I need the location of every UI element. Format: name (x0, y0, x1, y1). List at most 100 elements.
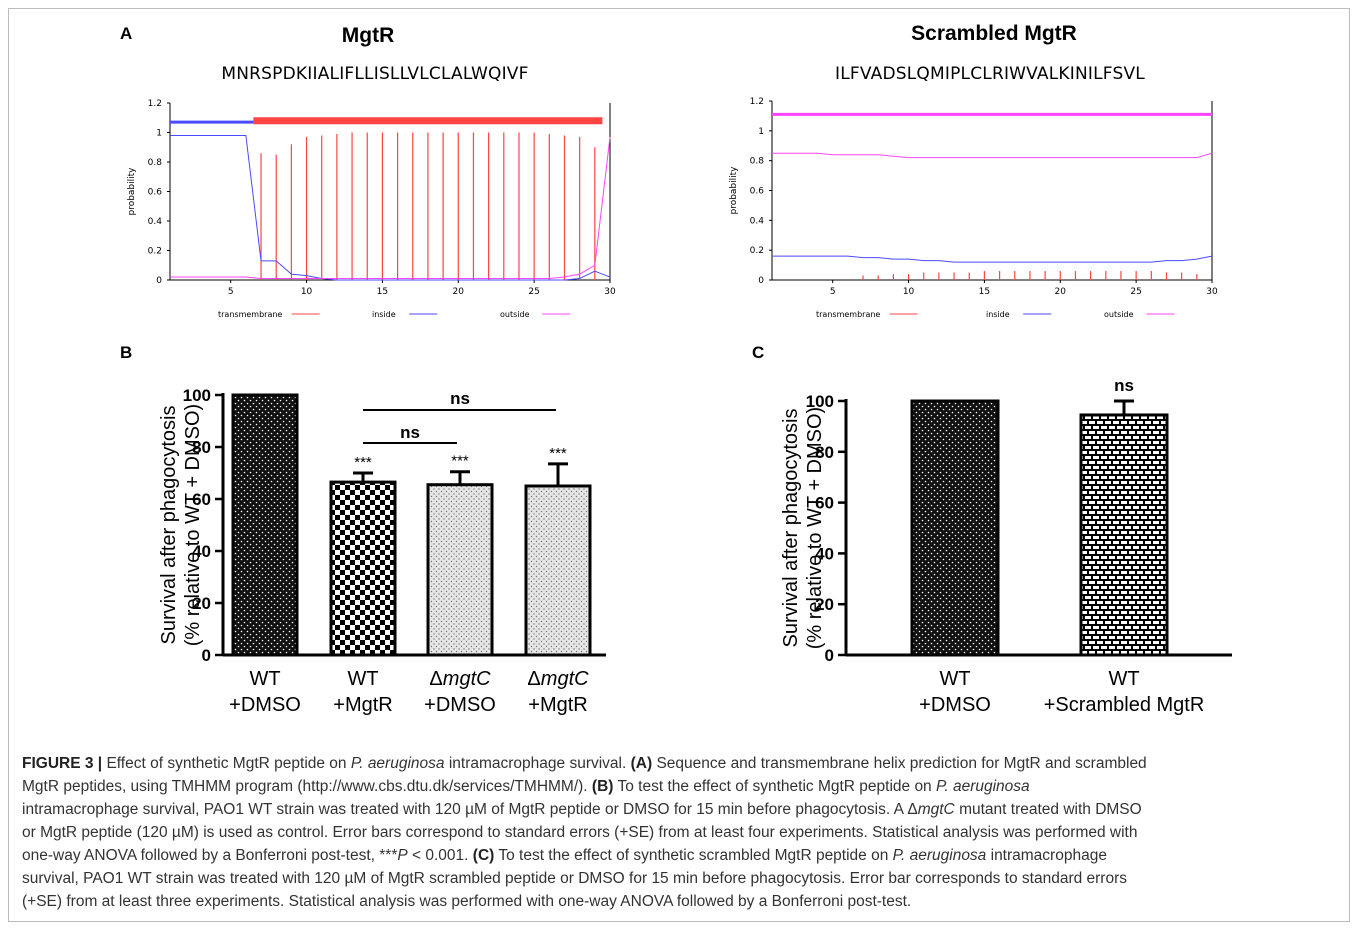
caption-text: or MgtR peptide (120 µM) is used as cont… (22, 824, 1138, 841)
legend-label-transmembrane: transmembrane (816, 310, 880, 319)
y-axis-label-line2: (% relative to WT + DMSO) (182, 404, 204, 646)
caption-line: intramacrophage survival, PAO1 WT strain… (22, 798, 1338, 821)
legend-label-inside: inside (986, 310, 1010, 319)
caption-line: one-way ANOVA followed by a Bonferroni p… (22, 844, 1338, 867)
outside-line (772, 152, 1213, 159)
x-tick-label: 25 (1130, 287, 1141, 297)
caption-text: < 0.001. (407, 847, 473, 864)
significance-stars: *** (451, 453, 469, 470)
ns-label: ns (400, 423, 420, 442)
panel-label-c: C (752, 343, 765, 362)
y-tick-label: 0.2 (148, 247, 162, 257)
y-tick-label: 80 (815, 443, 834, 462)
category-label-line1: ΔmgtC (527, 668, 589, 690)
y-tick-label: 60 (815, 494, 834, 513)
caption-line: or MgtR peptide (120 µM) is used as cont… (22, 821, 1338, 844)
category-label-line1: WT (249, 668, 280, 690)
figure-frame (8, 8, 1350, 922)
caption-text: P. aeruginosa (350, 755, 445, 772)
bar (524, 484, 592, 657)
y-tick-label: 0 (202, 646, 211, 665)
y-tick-label: 100 (806, 392, 834, 411)
legend-label-outside: outside (500, 310, 530, 319)
category-label-line2: +DMSO (229, 694, 301, 716)
y-tick-label: 20 (192, 594, 211, 613)
caption-line: (+SE) from at least three experiments. S… (22, 890, 1338, 913)
mgtr-title: MgtR (341, 24, 395, 47)
category-label-line1: WT (1108, 668, 1139, 690)
y-tick-label: 1.2 (750, 97, 764, 107)
y-tick-label: 1 (758, 127, 764, 137)
x-tick-label: 5 (228, 287, 234, 297)
category-label-line1: WT (347, 668, 378, 690)
caption-figure-id: FIGURE 3 | (22, 755, 103, 772)
caption-text: P (397, 847, 408, 864)
x-tick-label: 10 (301, 287, 313, 297)
y-tick-label: 0.2 (750, 246, 764, 256)
significance-stars: *** (354, 454, 372, 471)
y-tick-label: 0 (156, 276, 162, 286)
y-tick-label: 0.8 (148, 158, 163, 168)
y-tick-label: 0.6 (750, 187, 765, 197)
y-tick-label: 0.8 (750, 157, 765, 167)
y-axis-label-line1: Survival after phagocytosis (158, 405, 180, 644)
category-label-line2: +Scrambled MgtR (1044, 694, 1205, 716)
x-tick-label: 5 (830, 287, 836, 297)
y-tick-label: 1.2 (148, 99, 162, 109)
bar (329, 480, 397, 657)
category-label-line2: +MgtR (528, 694, 587, 716)
bar (426, 483, 494, 657)
caption-line: FIGURE 3 | Effect of synthetic MgtR pept… (22, 752, 1338, 775)
caption-line: MgtR peptides, using TMHMM program (http… (22, 775, 1338, 798)
significance-stars: *** (549, 445, 567, 462)
caption-text: (C) (472, 847, 495, 864)
inside-line (772, 255, 1213, 263)
y-axis-label: probability (729, 166, 739, 215)
caption-text: (B) (591, 778, 614, 795)
caption-text: intramacrophage survival. (444, 755, 631, 772)
x-tick-label: 30 (604, 287, 616, 297)
y-tick-label: 100 (183, 386, 211, 405)
caption-text: one-way ANOVA followed by a Bonferroni p… (22, 847, 398, 864)
bar (231, 393, 299, 657)
caption-text: survival, PAO1 WT strain was treated wit… (22, 870, 1128, 887)
scrambled-sequence: ILFVADSLQMIPLCLRIWVALKINILFSVL (835, 64, 1145, 84)
caption-text: To test the effect of synthetic scramble… (494, 847, 893, 864)
category-label-line2: +DMSO (919, 694, 991, 716)
caption-text: P. aeruginosa (892, 847, 987, 864)
scrambled-title: Scrambled MgtR (911, 22, 1077, 45)
legend-label-transmembrane: transmembrane (218, 310, 282, 319)
y-tick-label: 0.4 (148, 217, 163, 227)
y-tick-label: 80 (192, 438, 211, 457)
caption-text: intramacrophage (986, 847, 1107, 864)
x-tick-label: 20 (1055, 287, 1067, 297)
y-tick-label: 60 (192, 490, 211, 509)
caption-line: survival, PAO1 WT strain was treated wit… (22, 867, 1338, 890)
figure-caption: FIGURE 3 | Effect of synthetic MgtR pept… (22, 752, 1338, 913)
x-tick-label: 15 (979, 287, 990, 297)
caption-text: To test the effect of synthetic MgtR pep… (613, 778, 936, 795)
category-label-line1: ΔmgtC (429, 668, 491, 690)
y-tick-label: 0 (758, 276, 764, 286)
tmhmm-plot-scrambled: 0 0.2 0.4 0.6 0.8 1 1.2 5 10 15 20 25 30 probability t… (729, 97, 1218, 319)
legend-label-inside: inside (372, 310, 396, 319)
category-label-line2: +MgtR (333, 694, 392, 716)
caption-text: mgtC (917, 801, 955, 818)
bar (910, 399, 1000, 657)
y-tick-label: 0.4 (750, 216, 765, 226)
caption-text: Effect of synthetic MgtR peptide on (102, 755, 351, 772)
y-tick-label: 0 (825, 646, 834, 665)
y-axis-label-line2: (% relative to WT + DMSO) (804, 407, 826, 649)
mgtr-sequence: MNRSPDKIIALIFLLISLLVLCLALWQIVF (221, 64, 529, 84)
caption-text: (A) (630, 755, 653, 772)
x-tick-label: 20 (453, 287, 465, 297)
panel-label-b: B (120, 343, 133, 362)
ns-label: ns (1114, 376, 1134, 395)
legend-label-outside: outside (1104, 310, 1134, 319)
y-tick-label: 40 (192, 542, 211, 561)
category-label-line1: WT (939, 668, 970, 690)
panel-label-a: A (120, 24, 133, 43)
ns-label: ns (450, 389, 470, 408)
